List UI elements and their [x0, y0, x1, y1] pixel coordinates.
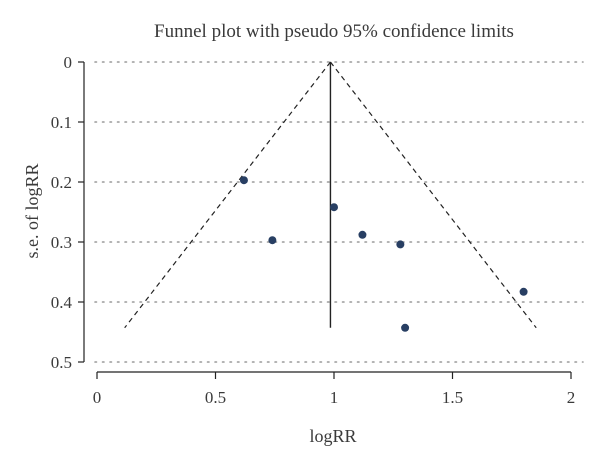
x-tick-label-2: 1 — [330, 388, 339, 407]
data-point-5 — [401, 323, 410, 332]
upper-confidence-limit — [329, 61, 537, 329]
x-tick-label-0: 0 — [93, 388, 102, 407]
y-tick-label-3: 0.3 — [51, 233, 72, 252]
y-tick-label-0: 0 — [64, 53, 73, 72]
data-point-6 — [519, 287, 528, 296]
y-tick-label-2: 0.2 — [51, 173, 72, 192]
data-point-3 — [358, 230, 367, 239]
y-axis-label: s.e. of logRR — [22, 163, 42, 258]
data-point-2 — [330, 203, 338, 212]
lower-confidence-limit — [124, 61, 331, 329]
funnel-lines — [124, 61, 537, 329]
y-tick-label-4: 0.4 — [51, 293, 73, 312]
x-tick-label-1: 0.5 — [205, 388, 226, 407]
data-point-4 — [396, 240, 405, 249]
data-point-0 — [239, 176, 248, 185]
chart-title: Funnel plot with pseudo 95% confidence l… — [154, 21, 514, 42]
data-point-1 — [268, 236, 277, 245]
x-tick-label-3: 1.5 — [442, 388, 463, 407]
data-points — [239, 176, 528, 332]
x-axis-label: logRR — [309, 426, 356, 446]
x-tick-label-4: 2 — [567, 388, 576, 407]
y-tick-label-5: 0.5 — [51, 353, 72, 372]
axes: 0 0.1 0.2 0.3 0.4 0.5 0 0.5 1 1.5 2 — [51, 53, 576, 407]
gridlines — [94, 61, 584, 363]
y-tick-label-1: 0.1 — [51, 113, 72, 132]
